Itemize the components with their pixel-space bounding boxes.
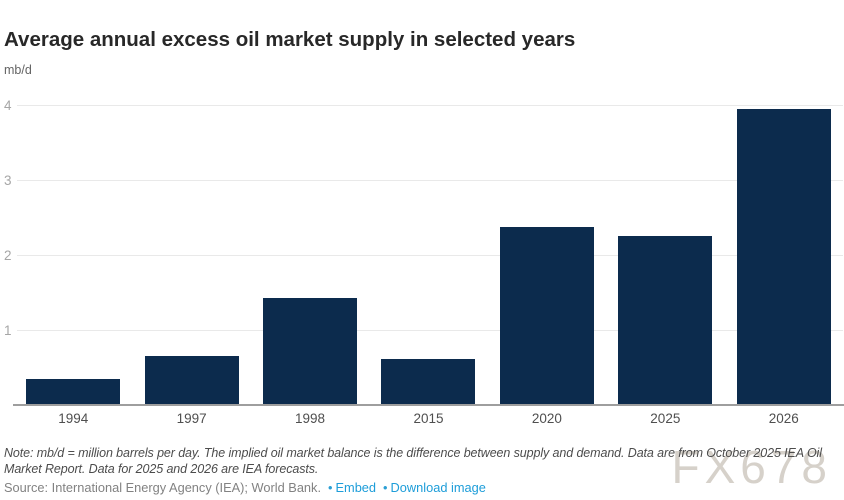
- gridline-2: [17, 255, 843, 256]
- embed-link[interactable]: Embed: [335, 480, 377, 495]
- download-image-link[interactable]: Download image: [390, 480, 486, 495]
- bar-2025: [618, 235, 713, 405]
- bar-slot-1994: [14, 105, 132, 405]
- x-tick-label-2025: 2025: [650, 411, 681, 426]
- gridline-4: [17, 105, 843, 106]
- bar-slot-2020: [488, 105, 606, 405]
- bar-1998: [263, 297, 358, 405]
- x-tick-label-1998: 1998: [295, 411, 326, 426]
- fx678-watermark: FX678: [671, 441, 832, 493]
- y-axis-unit-label: mb/d: [4, 63, 32, 77]
- x-tick-label-2026: 2026: [768, 411, 799, 426]
- bar-slot-2026: [725, 105, 843, 405]
- x-tick-label-2020: 2020: [531, 411, 562, 426]
- bar-chart-plot: 1 2 3 4: [0, 98, 844, 406]
- x-tick-label-1994: 1994: [58, 411, 89, 426]
- bar-slot-1998: [251, 105, 369, 405]
- bar-slot-2025: [606, 105, 724, 405]
- y-tick-label-4: 4: [4, 98, 12, 113]
- y-tick-label-1: 1: [4, 323, 12, 338]
- gridline-3: [17, 180, 843, 181]
- y-tick-label-3: 3: [4, 173, 12, 188]
- bar-2020: [499, 226, 594, 405]
- x-tick-label-2015: 2015: [413, 411, 444, 426]
- gridline-1: [17, 330, 843, 331]
- y-tick-label-2: 2: [4, 248, 12, 263]
- x-axis-labels: 1994 1997 1998 2015 2020 2025 2026: [14, 411, 843, 426]
- bar-1994: [26, 378, 121, 405]
- bar-1997: [144, 356, 239, 405]
- bar-slot-2015: [369, 105, 487, 405]
- bar-2015: [381, 359, 476, 405]
- bar-2026: [736, 108, 831, 405]
- x-tick-label-1997: 1997: [176, 411, 207, 426]
- source-line: Source: International Energy Agency (IEA…: [4, 480, 486, 495]
- bullet-separator: •: [383, 480, 388, 495]
- chart-title: Average annual excess oil market supply …: [4, 28, 576, 51]
- bar-slot-1997: [132, 105, 250, 405]
- source-text: Source: International Energy Agency (IEA…: [4, 480, 322, 495]
- x-axis-line: [13, 404, 844, 406]
- bars-row: [14, 105, 843, 405]
- chart-note: Note: mb/d = million barrels per day. Th…: [4, 446, 822, 476]
- bullet-separator: •: [328, 480, 333, 495]
